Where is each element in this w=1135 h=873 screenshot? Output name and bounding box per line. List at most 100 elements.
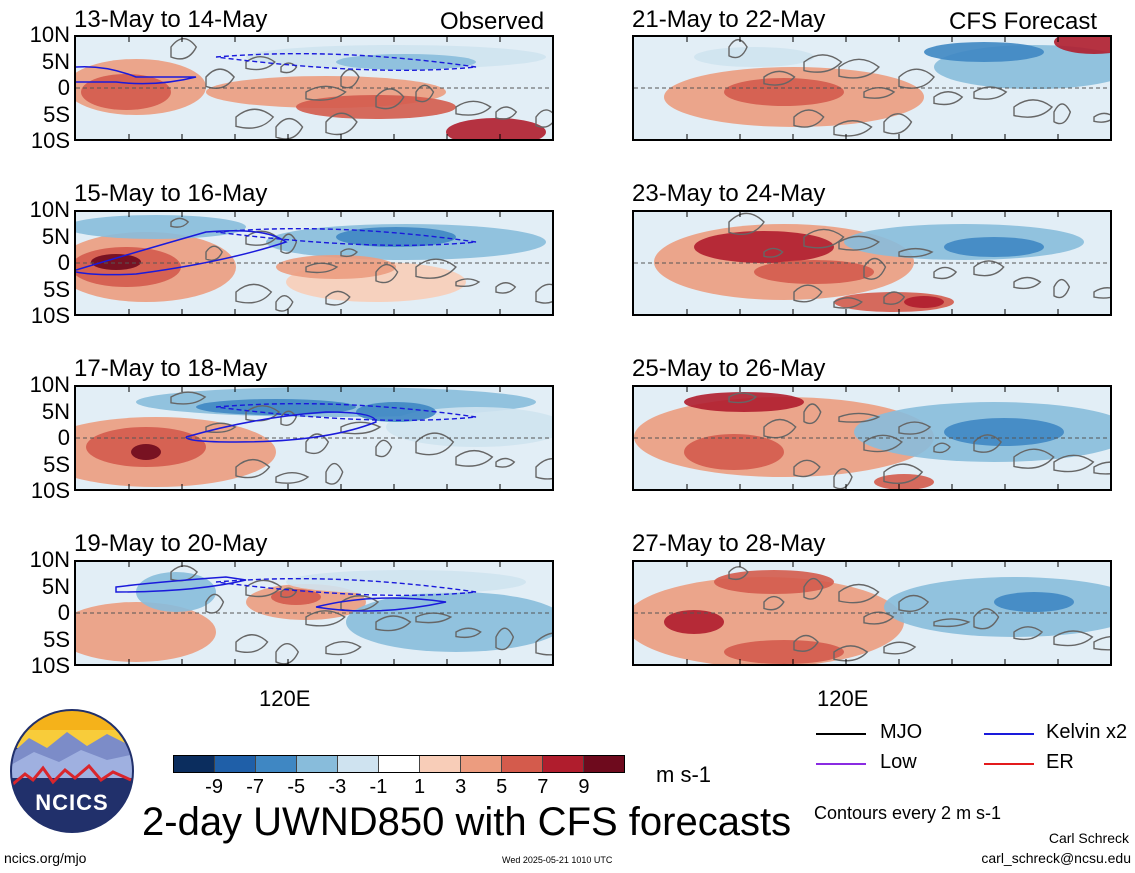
- coastline: [170, 217, 552, 312]
- panel-title: 25-May to 26-May: [632, 355, 826, 382]
- map-panel: [632, 210, 1112, 316]
- legend-line-er: [984, 763, 1034, 765]
- panel-title: 21-May to 22-May: [632, 6, 826, 33]
- colorbar: [173, 755, 625, 773]
- panel-tag-observed: Observed: [440, 8, 545, 35]
- wind-anomaly-region: [754, 260, 874, 284]
- wind-anomaly-region: [81, 74, 171, 110]
- map-field: [634, 37, 1110, 139]
- lat-tick-label: 5S: [43, 451, 70, 477]
- wind-anomaly-region: [714, 570, 834, 594]
- colorbar-swatch: [584, 756, 624, 772]
- colorbar-swatch: [543, 756, 584, 772]
- colorbar-swatch: [174, 756, 215, 772]
- wind-anomaly-region: [131, 444, 161, 460]
- colorbar-swatch: [420, 756, 461, 772]
- colorbar-swatch: [338, 756, 379, 772]
- kelvin-contour: [185, 411, 377, 443]
- lat-tick-label: 10S: [30, 128, 70, 153]
- footer-email: carl_schreck@ncsu.edu: [981, 850, 1131, 866]
- kelvin-contour-negative: [215, 52, 477, 72]
- lat-tick-label: 5N: [41, 223, 70, 249]
- colorbar-tick-label: 7: [537, 776, 549, 798]
- contour-note: Contours every 2 m s-1: [814, 803, 1002, 823]
- wind-anomaly-region: [664, 610, 724, 634]
- colorbar-tick-label: 1: [413, 776, 426, 798]
- map-panel: [74, 385, 554, 491]
- footer-author: Carl Schreck: [1048, 830, 1129, 846]
- map-field: [76, 212, 552, 314]
- lat-tick-label: 10N: [29, 372, 70, 397]
- wind-anomaly-region: [336, 227, 456, 247]
- kelvin-contour: [76, 65, 197, 85]
- legend-label-kelvin: Kelvin x2: [1046, 721, 1128, 743]
- lon-tick-label: 120E: [817, 686, 869, 711]
- lat-tick-label: 5N: [41, 398, 70, 424]
- wind-anomaly-region: [446, 118, 546, 139]
- coastline: [170, 391, 552, 485]
- map-field: [634, 212, 1110, 314]
- colorbar-swatch: [379, 756, 420, 772]
- wind-anomaly-region: [346, 592, 552, 652]
- map-panel: [74, 210, 554, 316]
- wind-anomaly-region: [634, 577, 904, 664]
- panel-title: 15-May to 16-May: [74, 180, 268, 207]
- lat-tick-label: 5S: [43, 276, 70, 302]
- wind-anomaly-region: [196, 399, 356, 415]
- colorbar-tick-label: -1: [369, 776, 388, 798]
- colorbar-tick-label: 3: [455, 776, 467, 798]
- lat-tick-label: 0: [57, 425, 70, 450]
- footer-url: ncics.org/mjo: [4, 850, 87, 866]
- legend-label-mjo: MJO: [880, 721, 923, 743]
- map-panel: [74, 560, 554, 666]
- colorbar-swatch: [297, 756, 338, 772]
- kelvin-contour: [115, 576, 447, 612]
- wind-anomaly-region: [271, 589, 321, 605]
- lat-tick-label: 0: [57, 600, 70, 625]
- coastline: [170, 37, 552, 139]
- colorbar-tick-label: -7: [246, 776, 265, 798]
- lat-tick-label: 0: [57, 75, 70, 100]
- logo-text: NCICS: [35, 790, 109, 815]
- map-panel: [74, 35, 554, 141]
- map-panel: [632, 385, 1112, 491]
- lat-tick-label: 5N: [41, 573, 70, 599]
- wind-anomaly-region: [724, 640, 844, 664]
- wind-anomaly-region: [944, 237, 1044, 257]
- map-field: [634, 562, 1110, 664]
- ncics-logo: NCICS: [9, 708, 135, 834]
- panel-title: 13-May to 14-May: [74, 6, 268, 33]
- lat-tick-label: 10N: [29, 22, 70, 47]
- wind-anomaly-region: [924, 42, 1044, 62]
- map-field: [76, 387, 552, 489]
- kelvin-contour-negative: [215, 577, 477, 597]
- wind-anomaly-region: [76, 602, 216, 662]
- lat-tick-label: 0: [57, 250, 70, 275]
- colorbar-tick-label: -3: [328, 776, 347, 798]
- footer-timestamp: Wed 2025-05-21 1010 UTC: [502, 855, 613, 865]
- kelvin-contour: [76, 230, 288, 276]
- panel-tag-forecast: CFS Forecast: [949, 8, 1098, 35]
- map-panel: [632, 560, 1112, 666]
- lat-tick-label: 5S: [43, 626, 70, 652]
- legend-line-mjo: [816, 733, 866, 735]
- wind-anomaly-region: [336, 54, 476, 70]
- colorbar-tick-label: -9: [205, 776, 223, 798]
- lat-tick-label: 10S: [30, 653, 70, 678]
- colorbar-swatch: [461, 756, 502, 772]
- legend-line-low: [816, 763, 866, 765]
- coastline: [728, 566, 1110, 662]
- legend-line-kelvin: [984, 733, 1034, 735]
- kelvin-contour-negative: [215, 402, 477, 422]
- lat-tick-label: 5S: [43, 101, 70, 127]
- wind-anomaly-region: [724, 78, 844, 106]
- map-field: [76, 37, 552, 139]
- colorbar-tick-label: -5: [287, 776, 306, 798]
- colorbar-unit: m s-1: [656, 762, 711, 787]
- wind-anomaly-region: [91, 254, 141, 270]
- chart-title: 2-day UWND850 with CFS forecasts: [142, 800, 792, 844]
- wind-anomaly-region: [286, 570, 526, 594]
- map-field: [76, 562, 552, 664]
- lat-tick-label: 10N: [29, 197, 70, 222]
- wind-anomaly-region: [874, 474, 934, 489]
